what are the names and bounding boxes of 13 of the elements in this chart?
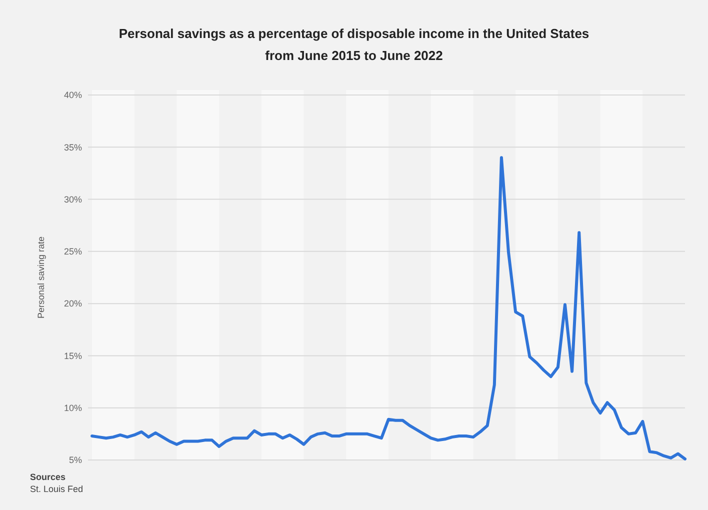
text: St. Louis Fed (30, 484, 84, 494)
text: Sources (30, 472, 66, 482)
y-tick-label: 20% (64, 298, 82, 309)
y-tick-label: 10% (64, 403, 82, 414)
chart-title: Personal savings as a percentage of disposable income in the United States from June 2015 to June 2022 (118, 26, 590, 63)
line-series (90, 156, 686, 460)
y-tick-label: 30% (64, 194, 82, 204)
y-tick-label: 35% (64, 142, 82, 152)
y-tick-label: 15% (64, 350, 82, 361)
y-tick-label: 25% (64, 246, 82, 257)
y-tick-label: 40% (64, 90, 82, 100)
y-axis-title: Personal saving rate (36, 236, 46, 319)
y-tick-label: 5% (68, 455, 82, 466)
